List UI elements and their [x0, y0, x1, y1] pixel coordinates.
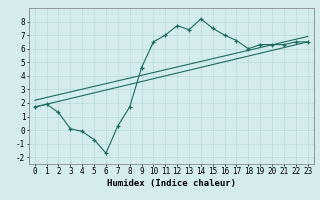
X-axis label: Humidex (Indice chaleur): Humidex (Indice chaleur)	[107, 179, 236, 188]
